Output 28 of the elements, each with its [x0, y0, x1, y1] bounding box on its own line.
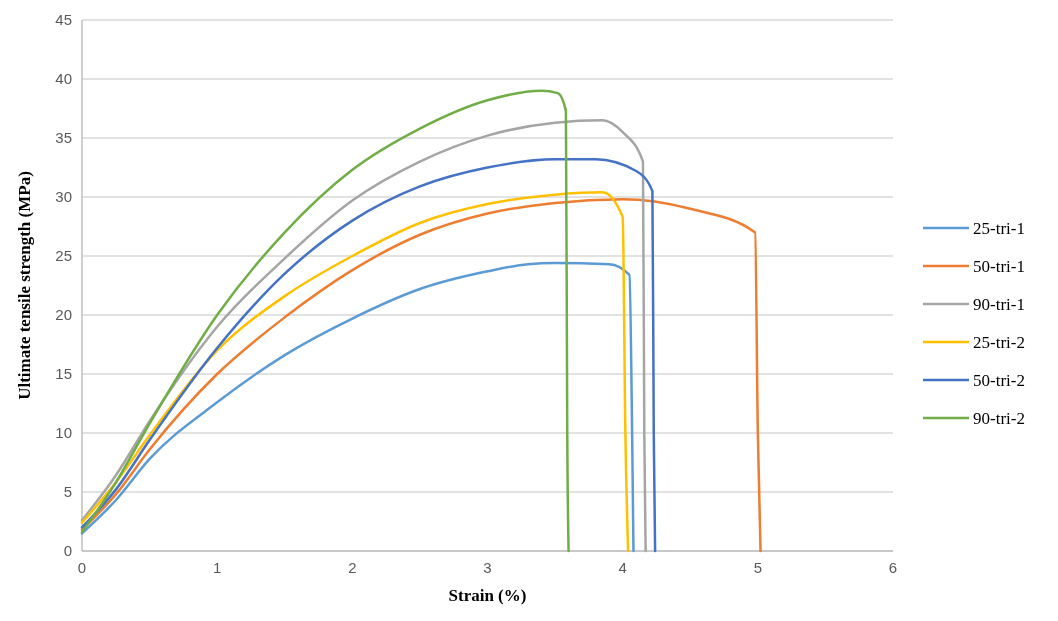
y-tick-label: 10: [55, 424, 72, 442]
x-tick-label: 5: [753, 559, 763, 576]
x-tick-label: 2: [348, 559, 357, 576]
y-tick-label: 20: [55, 306, 72, 324]
x-tick-label: 4: [618, 559, 627, 576]
x-tick-label: 1: [212, 559, 222, 576]
y-tick-label: 30: [55, 188, 72, 206]
y-tick-label: 25: [55, 247, 72, 265]
line-series: [80, 89, 570, 553]
legend-label: 90-tri-1: [973, 294, 1025, 314]
y-tick-label: 0: [63, 542, 72, 560]
y-tick-label: 40: [55, 70, 72, 88]
y-tick-label: 45: [55, 11, 72, 29]
line-series: [80, 261, 635, 553]
x-axis-title: Strain (%): [448, 586, 527, 605]
x-tick-label: 3: [483, 559, 492, 576]
y-tick-label: 15: [55, 365, 72, 383]
y-tick-label: 5: [63, 483, 72, 501]
legend-label: 25-tri-1: [973, 218, 1025, 238]
line-series: [80, 198, 762, 553]
x-tick-label: 6: [888, 559, 898, 576]
y-axis-title: Ultimate tensile strength (MPa): [15, 171, 34, 400]
legend-label: 90-tri-2: [973, 408, 1025, 428]
legend-label: 50-tri-1: [973, 256, 1025, 276]
x-tick-label: 0: [77, 559, 87, 576]
legend-label: 50-tri-2: [973, 370, 1025, 390]
legend-label: 25-tri-2: [973, 332, 1025, 352]
y-tick-label: 35: [55, 129, 72, 147]
